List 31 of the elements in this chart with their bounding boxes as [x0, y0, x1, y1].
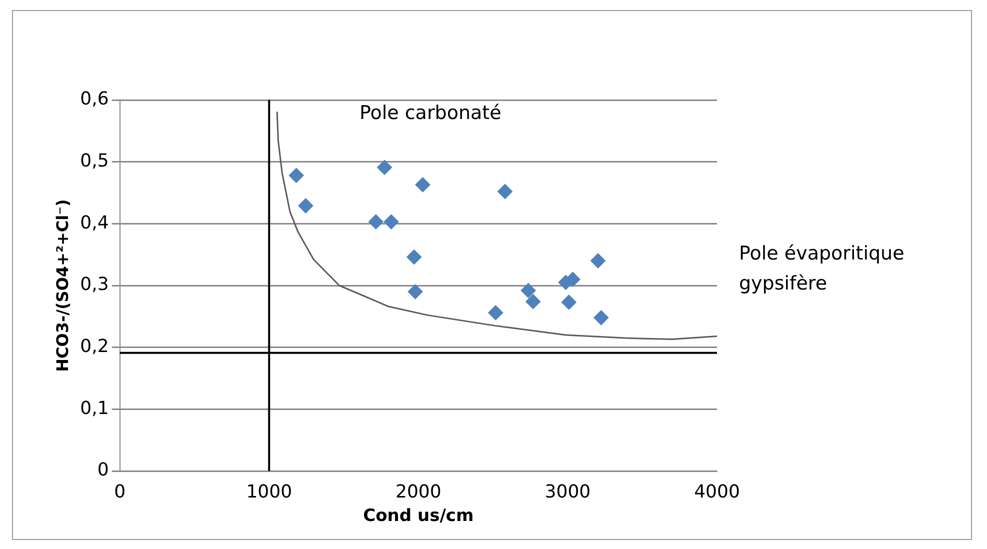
point	[415, 177, 430, 192]
y-tick-label: 0,3	[80, 274, 109, 296]
y-tick-label: 0,5	[80, 150, 109, 172]
y-axis-title: HCO3-/(SO4+²+Cl⁻)	[52, 199, 72, 372]
text: Pole évaporitique gypsifère	[739, 242, 904, 295]
point	[526, 294, 541, 310]
x-tick-label: 4000	[694, 481, 740, 502]
point	[498, 184, 513, 200]
y-tick-label: 0,1	[80, 398, 109, 419]
point	[561, 294, 576, 310]
y-tick-label: 0	[97, 460, 109, 481]
point	[594, 310, 609, 326]
annotation: Pole carbonaté	[359, 102, 502, 124]
point	[377, 160, 392, 175]
y-tick-label: 0,4	[80, 212, 109, 234]
x-tick-label: 3000	[544, 481, 591, 502]
x-tick-label: 2000	[396, 481, 442, 502]
y-tick-label: 0,6	[80, 88, 109, 110]
y-tick-label: 0,2	[80, 336, 109, 358]
point	[590, 253, 606, 268]
point	[288, 168, 304, 183]
point	[384, 214, 399, 230]
point	[298, 198, 314, 214]
point	[488, 305, 504, 320]
x-axis-title: Cond us/cm	[363, 506, 474, 526]
point	[368, 214, 384, 230]
point	[520, 282, 536, 298]
x-tick-label: 1000	[246, 481, 292, 502]
point	[406, 250, 422, 265]
point	[408, 284, 423, 300]
x-tick-label: 0	[114, 481, 126, 502]
